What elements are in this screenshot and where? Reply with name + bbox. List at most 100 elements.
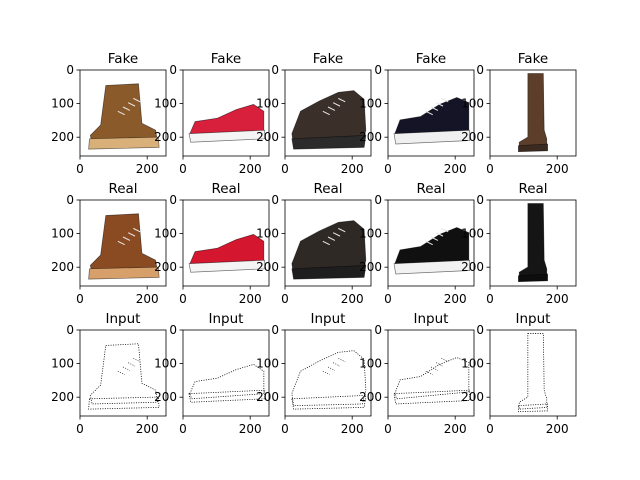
axes-frame bbox=[79, 69, 167, 157]
y-tick-label: 100 bbox=[154, 357, 177, 371]
shoe-image bbox=[517, 333, 549, 413]
subplot-title: Real bbox=[211, 181, 240, 197]
axes-frame bbox=[489, 329, 577, 417]
y-tick-label: 200 bbox=[51, 390, 74, 404]
axes-frame bbox=[387, 329, 475, 417]
subplot-title: Fake bbox=[416, 51, 446, 67]
y-tick-label: 0 bbox=[374, 193, 382, 207]
y-tick-label: 200 bbox=[461, 130, 484, 144]
y-tick-label: 100 bbox=[256, 357, 279, 371]
y-tick-label: 200 bbox=[256, 130, 279, 144]
shoe-image bbox=[188, 104, 266, 143]
subplot-title: Real bbox=[108, 181, 137, 197]
x-tick-label: 200 bbox=[239, 162, 262, 176]
axes-frame bbox=[387, 199, 475, 287]
x-tick-label: 0 bbox=[179, 422, 187, 436]
y-tick-label: 0 bbox=[169, 323, 177, 337]
x-tick-label: 200 bbox=[444, 162, 467, 176]
x-tick-label: 0 bbox=[384, 292, 392, 306]
y-tick-label: 200 bbox=[51, 260, 74, 274]
y-tick-label: 100 bbox=[154, 97, 177, 111]
y-tick-label: 200 bbox=[359, 390, 382, 404]
y-tick-label: 100 bbox=[51, 227, 74, 241]
y-tick-label: 200 bbox=[154, 390, 177, 404]
y-tick-label: 100 bbox=[461, 97, 484, 111]
shoe-image bbox=[188, 363, 266, 403]
y-tick-label: 200 bbox=[51, 130, 74, 144]
subplot-input-2: Input 0 100 200 0 200 bbox=[154, 311, 270, 436]
y-tick-label: 0 bbox=[476, 323, 484, 337]
shoe-image bbox=[518, 73, 548, 153]
subplot-title: Input bbox=[311, 311, 346, 327]
subplot-fake-2: Fake 0 100 200 0 200 bbox=[154, 51, 270, 176]
y-tick-label: 0 bbox=[271, 323, 279, 337]
y-tick-label: 0 bbox=[271, 63, 279, 77]
x-tick-label: 200 bbox=[239, 422, 262, 436]
axes-frame bbox=[182, 329, 270, 417]
x-tick-label: 0 bbox=[486, 292, 494, 306]
axes-frame bbox=[284, 69, 372, 157]
x-tick-label: 200 bbox=[136, 162, 159, 176]
subplot-title: Fake bbox=[108, 51, 138, 67]
y-tick-label: 100 bbox=[359, 357, 382, 371]
subplot-input-3: Input 0 100 200 0 200 bbox=[256, 311, 372, 436]
subplot-input-5: Input 0 100 200 0 200 bbox=[461, 311, 577, 436]
y-tick-label: 100 bbox=[359, 227, 382, 241]
subplot-fake-3: Fake 0 100 200 0 200 bbox=[256, 51, 372, 176]
y-tick-label: 200 bbox=[359, 260, 382, 274]
y-tick-label: 0 bbox=[169, 193, 177, 207]
x-tick-label: 200 bbox=[444, 422, 467, 436]
shoe-image bbox=[291, 350, 367, 410]
x-tick-label: 0 bbox=[281, 292, 289, 306]
y-tick-label: 100 bbox=[461, 227, 484, 241]
shoe-image bbox=[393, 97, 471, 145]
subplot-title: Real bbox=[518, 181, 547, 197]
y-tick-label: 100 bbox=[359, 97, 382, 111]
x-tick-label: 200 bbox=[341, 292, 364, 306]
shoe-image bbox=[291, 220, 367, 280]
x-tick-label: 0 bbox=[384, 422, 392, 436]
subplot-title: Fake bbox=[518, 51, 548, 67]
subplot-fake-1: Fake 0 100 200 0 200 bbox=[51, 51, 167, 176]
x-tick-label: 200 bbox=[546, 162, 569, 176]
axes-frame bbox=[489, 199, 577, 287]
axes-frame bbox=[284, 329, 372, 417]
subplot-title: Real bbox=[313, 181, 342, 197]
y-tick-label: 200 bbox=[461, 260, 484, 274]
x-tick-label: 0 bbox=[179, 292, 187, 306]
subplot-real-2: Real 0 100 200 0 200 bbox=[154, 181, 270, 306]
y-tick-label: 100 bbox=[51, 97, 74, 111]
y-tick-label: 200 bbox=[154, 260, 177, 274]
subplot-title: Input bbox=[414, 311, 449, 327]
axes-frame bbox=[182, 69, 270, 157]
subplot-real-1: Real 0 100 200 0 200 bbox=[51, 181, 167, 306]
x-tick-label: 200 bbox=[546, 422, 569, 436]
y-tick-label: 0 bbox=[374, 323, 382, 337]
y-tick-label: 200 bbox=[256, 260, 279, 274]
subplot-title: Input bbox=[516, 311, 551, 327]
shoe-image bbox=[88, 213, 160, 280]
x-tick-label: 200 bbox=[341, 422, 364, 436]
y-tick-label: 100 bbox=[154, 227, 177, 241]
subplot-fake-4: Fake 0 100 200 0 200 bbox=[359, 51, 475, 176]
x-tick-label: 0 bbox=[281, 162, 289, 176]
x-tick-label: 200 bbox=[136, 292, 159, 306]
subplot-real-4: Real 0 100 200 0 200 bbox=[359, 181, 475, 306]
x-tick-label: 0 bbox=[76, 162, 84, 176]
x-tick-label: 0 bbox=[384, 162, 392, 176]
shoe-image bbox=[88, 83, 160, 150]
y-tick-label: 100 bbox=[256, 97, 279, 111]
x-tick-label: 200 bbox=[546, 292, 569, 306]
y-tick-label: 0 bbox=[66, 63, 74, 77]
y-tick-label: 0 bbox=[66, 193, 74, 207]
y-tick-label: 100 bbox=[51, 357, 74, 371]
x-tick-label: 200 bbox=[136, 422, 159, 436]
y-tick-label: 0 bbox=[476, 63, 484, 77]
y-tick-label: 200 bbox=[154, 130, 177, 144]
shoe-image bbox=[188, 234, 266, 273]
x-tick-label: 0 bbox=[76, 422, 84, 436]
axes-frame bbox=[284, 199, 372, 287]
subplot-title: Input bbox=[209, 311, 244, 327]
axes-frame bbox=[182, 199, 270, 287]
